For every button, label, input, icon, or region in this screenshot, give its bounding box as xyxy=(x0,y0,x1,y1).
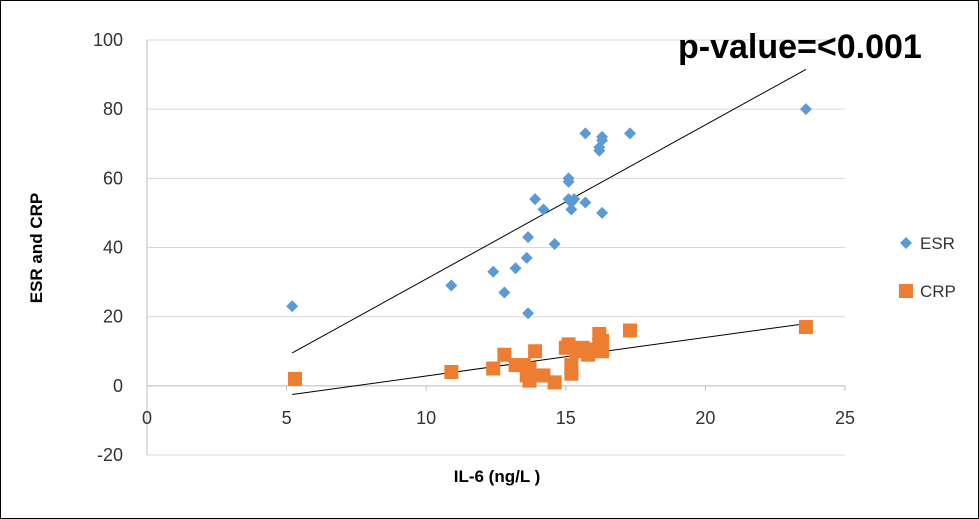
crp-point xyxy=(623,323,638,338)
legend: ESR CRP xyxy=(899,234,956,301)
esr-point xyxy=(565,203,578,216)
y-tick-label: 20 xyxy=(103,307,123,327)
crp-point xyxy=(497,347,512,362)
axes xyxy=(146,40,846,455)
esr-point xyxy=(568,193,581,206)
esr-point xyxy=(624,127,637,140)
y-tick-label: -20 xyxy=(97,445,123,465)
x-tick-label: 0 xyxy=(142,408,152,428)
esr-point xyxy=(520,251,533,264)
y-tick-label: 40 xyxy=(103,238,123,258)
y-tick-labels: -20 0 20 40 60 80 100 xyxy=(93,30,123,465)
crp-point xyxy=(486,361,501,376)
x-tick-label: 5 xyxy=(282,408,292,428)
esr-point xyxy=(445,279,458,292)
trendlines xyxy=(291,68,807,395)
legend-label-esr: ESR xyxy=(920,234,955,253)
crp-point xyxy=(287,371,302,386)
esr-trendline xyxy=(291,68,807,354)
esr-point xyxy=(579,196,592,209)
y-tick-label: 60 xyxy=(103,168,123,188)
esr-point xyxy=(562,172,575,185)
p-value-annotation: p-value=<0.001 xyxy=(678,28,922,66)
legend-marker-crp xyxy=(899,284,913,298)
y-axis-title: ESR and CRP xyxy=(27,193,46,304)
crp-point xyxy=(564,366,579,381)
esr-point xyxy=(537,203,550,216)
esr-point xyxy=(487,265,500,278)
crp-point xyxy=(444,365,459,379)
y-tick-label: 80 xyxy=(103,99,123,119)
esr-point xyxy=(799,103,812,116)
crp-point xyxy=(547,375,562,390)
y-tick-label: 0 xyxy=(113,376,123,396)
crp-point xyxy=(528,344,543,359)
esr-point xyxy=(286,300,299,313)
x-tick-label: 25 xyxy=(835,408,855,428)
y-tick-label: 100 xyxy=(93,30,123,50)
x-axis-title: IL-6 (ng/L ) xyxy=(454,467,541,486)
x-tick-labels: 0 5 10 15 20 25 xyxy=(142,408,855,428)
legend-marker-esr xyxy=(900,237,912,249)
crp-point xyxy=(595,333,610,348)
legend-label-crp: CRP xyxy=(920,282,956,301)
esr-point xyxy=(509,262,522,275)
esr-point xyxy=(548,238,561,251)
gridlines xyxy=(147,39,845,456)
crp-point xyxy=(536,368,551,383)
esr-point xyxy=(579,127,592,140)
x-tick-label: 20 xyxy=(695,408,715,428)
esr-point xyxy=(498,286,511,299)
x-tick-label: 10 xyxy=(416,408,436,428)
esr-point xyxy=(522,231,535,244)
esr-point xyxy=(522,307,535,320)
esr-point xyxy=(596,134,609,147)
esr-point xyxy=(529,193,542,206)
data-points xyxy=(286,103,813,390)
crp-point xyxy=(798,320,813,335)
esr-point xyxy=(596,206,609,219)
crp-trendline xyxy=(292,323,806,395)
x-tick-label: 15 xyxy=(556,408,576,428)
